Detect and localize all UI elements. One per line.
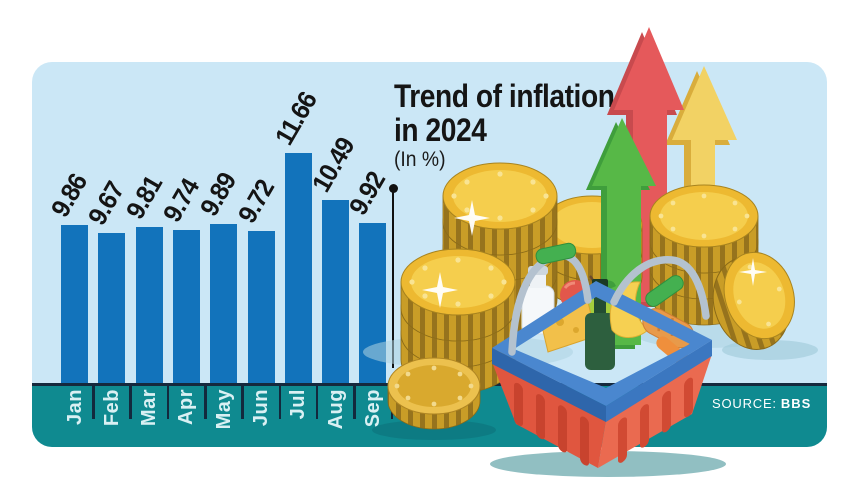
- chart-title-line2: in 2024: [394, 111, 487, 148]
- month-label-feb: Feb: [100, 389, 123, 427]
- axis-tick: [166, 386, 170, 419]
- bar-jul: [284, 153, 312, 383]
- month-label-jan: Jan: [63, 389, 86, 425]
- chart-title: Trend of inflation in 2024: [394, 78, 615, 148]
- month-label-sep: Sep: [361, 389, 384, 428]
- source-label: SOURCE:: [712, 396, 777, 411]
- axis-tick: [278, 386, 282, 419]
- month-label-jun: Jun: [250, 389, 272, 427]
- bar-mar: [135, 227, 163, 383]
- chart-title-line1: Trend of inflation: [394, 78, 615, 114]
- month-label-jul: Jul: [287, 389, 310, 420]
- source-value: BBS: [780, 396, 812, 411]
- month-label-apr: Apr: [175, 389, 198, 425]
- bar-sep: [359, 222, 387, 383]
- axis-tick: [315, 386, 319, 419]
- bar-apr: [172, 229, 200, 383]
- axis-tick: [353, 386, 356, 419]
- axis-tick: [241, 386, 244, 419]
- bar-aug: [322, 199, 350, 383]
- unit-label: (In %): [394, 148, 446, 171]
- month-label-may: May: [212, 389, 235, 430]
- source-credit: SOURCE: BBS: [712, 396, 811, 411]
- axis-tick: [129, 386, 132, 419]
- bar-may: [210, 223, 238, 383]
- month-label-mar: Mar: [138, 389, 161, 427]
- axis-tick: [204, 386, 207, 419]
- bar-feb: [98, 232, 126, 383]
- bar-jan: [61, 225, 88, 383]
- axis-tick: [390, 386, 394, 419]
- bar-jun: [247, 230, 275, 383]
- month-label-aug: Aug: [324, 389, 347, 430]
- axis-tick: [92, 386, 95, 419]
- callout-line: [392, 192, 394, 368]
- callout-dot: [389, 184, 398, 193]
